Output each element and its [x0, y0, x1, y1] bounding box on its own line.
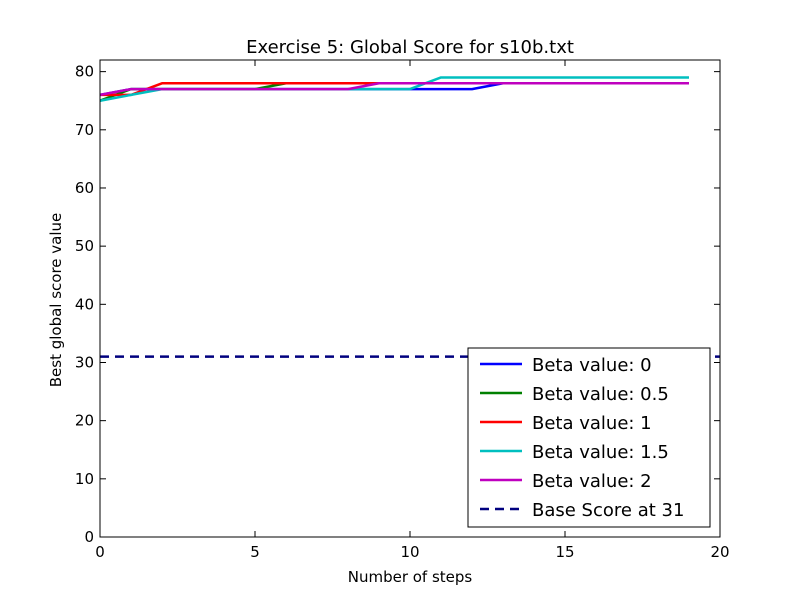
x-tick-label: 20 [710, 543, 729, 561]
legend-label-5: Base Score at 31 [532, 500, 684, 521]
y-tick-label: 70 [75, 121, 94, 139]
legend-label-0: Beta value: 0 [532, 355, 652, 376]
plot-area [99, 76, 720, 358]
y-tick-label: 80 [75, 63, 94, 81]
y-tick-label: 50 [75, 237, 94, 255]
y-tick-label: 60 [75, 179, 94, 197]
y-tick-label: 20 [75, 412, 94, 430]
legend: Beta value: 0 Beta value: 0.5 Beta value: … [467, 347, 711, 528]
y-tick-label: 40 [75, 295, 94, 313]
x-tick-label: 0 [95, 543, 105, 561]
legend-label-4: Beta value: 2 [532, 471, 652, 492]
legend-box [467, 347, 711, 528]
x-tick-label: 5 [250, 543, 260, 561]
axes: 0 5 10 15 20 0 10 20 30 40 50 60 70 80 [75, 59, 730, 561]
legend-label-1: Beta value: 0.5 [532, 384, 669, 405]
series-line-1 [99, 82, 689, 102]
y-tick-label: 0 [84, 528, 94, 546]
x-axis-label: Number of steps [348, 568, 473, 586]
y-axis-label: Best global score value [47, 213, 65, 388]
series-line-4 [99, 82, 689, 97]
y-tick-label: 10 [75, 470, 94, 488]
legend-label-3: Beta value: 1.5 [532, 442, 669, 463]
legend-label-2: Beta value: 1 [532, 413, 652, 434]
x-tick-label: 15 [555, 543, 574, 561]
chart-title: Exercise 5: Global Score for s10b.txt [246, 37, 574, 58]
y-tick-label: 30 [75, 353, 94, 371]
x-tick-label: 10 [400, 543, 419, 561]
